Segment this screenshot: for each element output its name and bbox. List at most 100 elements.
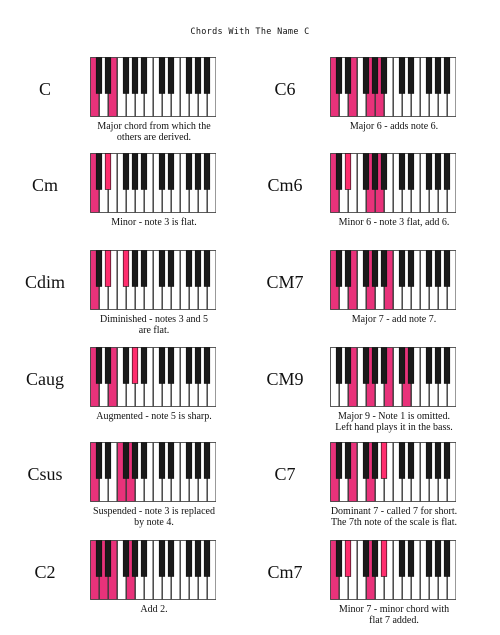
caption-line: flat 7 added. xyxy=(369,615,419,626)
chord-cm: Cm Minor - note 3 is flat. xyxy=(10,153,230,248)
black-key xyxy=(380,57,388,94)
black-key xyxy=(185,250,193,287)
black-key xyxy=(407,442,415,479)
piano-keyboard xyxy=(90,153,216,213)
piano-keyboard xyxy=(90,442,216,502)
black-key xyxy=(380,153,388,190)
chord-caption: Minor 7 - minor chord with flat 7 added. xyxy=(315,604,473,626)
black-key xyxy=(158,442,166,479)
chord-name: Cm xyxy=(31,175,58,195)
piano-keyboard xyxy=(330,57,456,117)
chord-caption: Augmented - note 5 is sharp. xyxy=(75,411,233,422)
black-key xyxy=(203,153,211,190)
piano-keyboard xyxy=(330,442,456,502)
black-key xyxy=(407,57,415,94)
black-key xyxy=(335,442,343,479)
black-key xyxy=(104,442,112,479)
caption-line: Major 9 - Note 1 is omitted. xyxy=(338,411,450,422)
black-key xyxy=(167,57,175,94)
black-key xyxy=(398,153,406,190)
black-key xyxy=(203,250,211,287)
black-key-highlighted xyxy=(104,250,112,287)
chord-cm6: Cm6 Minor 6 - note 3 flat, add 6. xyxy=(250,153,470,248)
caption-line: Major chord from which the xyxy=(97,121,211,132)
black-key xyxy=(362,250,370,287)
black-key xyxy=(185,347,193,384)
black-key xyxy=(203,540,211,577)
black-key xyxy=(95,540,103,577)
chord-c: C Major chord from which the others are de… xyxy=(10,57,230,152)
black-key xyxy=(425,250,433,287)
piano-keyboard xyxy=(330,540,456,600)
black-key xyxy=(380,347,388,384)
black-key xyxy=(194,540,202,577)
black-key xyxy=(140,347,148,384)
black-key-highlighted xyxy=(344,540,352,577)
chord-caption: Add 2. xyxy=(75,604,233,615)
black-key xyxy=(335,540,343,577)
black-key xyxy=(167,347,175,384)
black-key xyxy=(362,442,370,479)
black-key xyxy=(443,347,451,384)
chord-name: Cdim xyxy=(24,272,65,292)
chord-cm7: Cm7 Minor 7 - minor chord with flat 7 adde… xyxy=(250,540,470,635)
caption-line: Suspended - note 3 is replaced xyxy=(93,506,215,517)
chord-caption: Minor 6 - note 3 flat, add 6. xyxy=(315,217,473,228)
black-key-highlighted xyxy=(344,153,352,190)
black-key xyxy=(335,153,343,190)
chord-name: Cm6 xyxy=(267,175,303,195)
chord-name: C7 xyxy=(274,464,296,484)
black-key xyxy=(95,153,103,190)
black-key xyxy=(140,57,148,94)
piano-keyboard xyxy=(90,347,216,407)
black-key xyxy=(344,347,352,384)
chord-caption: Major chord from which the others are der… xyxy=(75,121,233,143)
caption-line: Diminished - notes 3 and 5 xyxy=(99,314,209,325)
black-key xyxy=(434,540,442,577)
black-key xyxy=(122,153,130,190)
caption-line: Dominant 7 - called 7 for short. xyxy=(330,506,458,517)
black-key xyxy=(104,347,112,384)
black-key xyxy=(398,347,406,384)
chord-caug: Caug Augmented - note 5 is sharp. xyxy=(10,347,230,442)
black-key xyxy=(425,153,433,190)
black-key xyxy=(434,153,442,190)
black-key xyxy=(371,442,379,479)
black-key xyxy=(371,250,379,287)
chord-c2: C2 Add 2. xyxy=(10,540,230,635)
black-key xyxy=(104,57,112,94)
piano-keyboard xyxy=(330,250,456,310)
black-key xyxy=(122,442,130,479)
black-key xyxy=(95,250,103,287)
black-key xyxy=(434,57,442,94)
black-key-highlighted xyxy=(380,540,388,577)
caption-line: others are derived. xyxy=(116,132,192,143)
black-key xyxy=(203,442,211,479)
black-key xyxy=(95,347,103,384)
caption-line: Minor 7 - minor chord with xyxy=(338,604,450,615)
black-key xyxy=(335,57,343,94)
black-key xyxy=(158,347,166,384)
black-key xyxy=(443,250,451,287)
black-key xyxy=(362,347,370,384)
caption-line: by note 4. xyxy=(134,517,174,528)
black-key xyxy=(167,442,175,479)
black-key xyxy=(434,250,442,287)
black-key xyxy=(371,57,379,94)
black-key xyxy=(344,57,352,94)
black-key xyxy=(425,442,433,479)
chord-name: Csus xyxy=(27,464,63,484)
black-key xyxy=(95,442,103,479)
black-key xyxy=(203,347,211,384)
black-key xyxy=(158,153,166,190)
black-key xyxy=(140,540,148,577)
chord-cm9: CM9 Major 9 - Note 1 is omitted. Left hand… xyxy=(250,347,470,442)
piano-keyboard xyxy=(330,347,456,407)
chord-caption: Dominant 7 - called 7 for short. The 7th … xyxy=(315,506,473,528)
chord-name: C xyxy=(38,79,51,99)
piano-keyboard xyxy=(90,57,216,117)
black-key xyxy=(335,250,343,287)
black-key xyxy=(194,57,202,94)
black-key xyxy=(407,250,415,287)
black-key xyxy=(122,540,130,577)
